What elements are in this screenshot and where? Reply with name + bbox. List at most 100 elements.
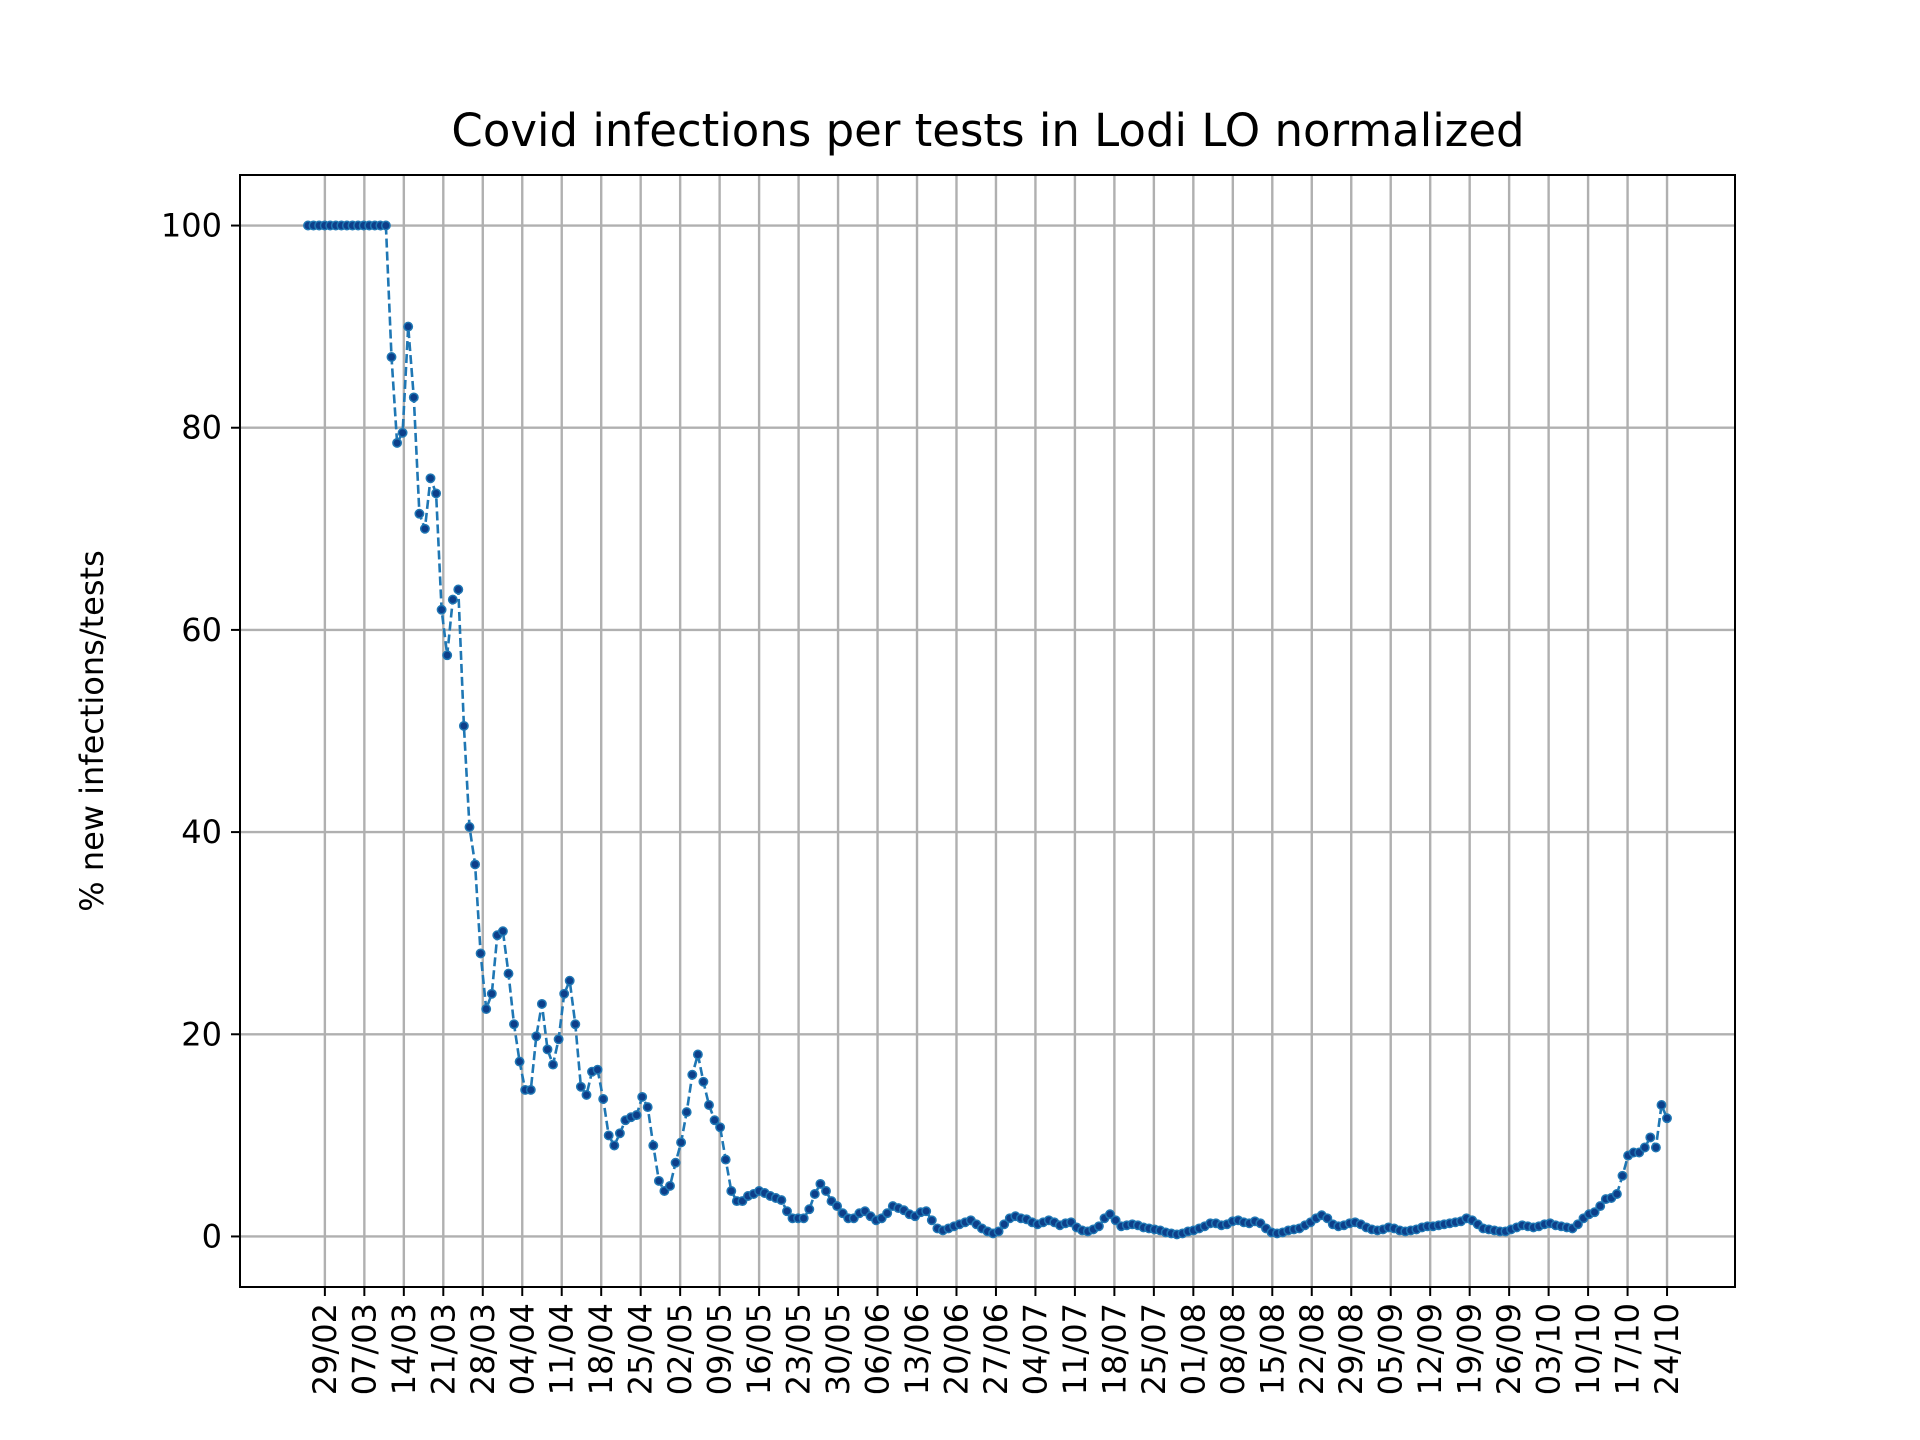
x-tick-label: 26/09 — [1490, 1303, 1528, 1395]
data-point — [726, 1186, 737, 1196]
x-tick-label: 04/04 — [503, 1303, 541, 1395]
x-tick-label: 18/07 — [1095, 1303, 1133, 1395]
data-point — [832, 1201, 843, 1212]
data-point — [392, 437, 403, 448]
y-tick-label: 60 — [181, 611, 222, 649]
data-point — [408, 392, 419, 403]
data-point — [999, 1219, 1010, 1230]
data-point — [1650, 1142, 1661, 1153]
data-point — [475, 948, 486, 959]
x-tick-label: 19/09 — [1451, 1303, 1489, 1395]
data-point — [419, 523, 430, 534]
data-point — [564, 975, 575, 986]
data-point — [709, 1115, 720, 1126]
x-tick-label: 25/04 — [622, 1303, 660, 1395]
data-point — [1322, 1213, 1333, 1224]
data-point — [603, 1130, 614, 1141]
data-point — [503, 968, 514, 979]
y-tick-label: 0 — [202, 1217, 222, 1255]
data-point — [720, 1154, 731, 1165]
y-tick-label: 20 — [181, 1015, 222, 1053]
data-point — [676, 1137, 687, 1148]
x-tick-label: 15/08 — [1253, 1303, 1291, 1395]
x-tick-label: 29/02 — [306, 1303, 344, 1395]
data-point — [403, 321, 414, 332]
data-point — [698, 1076, 709, 1087]
plot-frame — [239, 174, 1736, 1288]
x-tick-label: 09/05 — [701, 1303, 739, 1395]
data-point — [514, 1056, 525, 1067]
y-axis-label: % new infections/tests — [73, 550, 111, 911]
x-tick-label: 02/05 — [661, 1303, 699, 1395]
data-point — [1093, 1221, 1104, 1232]
data-point — [642, 1102, 653, 1113]
x-tick-label: 20/06 — [937, 1303, 975, 1395]
data-point — [397, 427, 408, 438]
data-point — [926, 1215, 937, 1226]
data-point — [486, 988, 497, 999]
data-point — [815, 1178, 826, 1189]
data-point — [598, 1094, 609, 1104]
data-point — [1110, 1215, 1121, 1226]
data-point — [542, 1044, 553, 1055]
data-point — [809, 1189, 820, 1199]
data-point — [882, 1208, 893, 1219]
x-tick-label: 17/10 — [1609, 1303, 1647, 1395]
data-point — [431, 488, 442, 499]
data-point — [536, 998, 547, 1009]
data-point — [921, 1206, 932, 1217]
x-tick-label: 28/03 — [464, 1303, 502, 1395]
data-point — [464, 822, 475, 832]
data-point — [553, 1034, 564, 1045]
data-point — [670, 1157, 681, 1168]
data-point — [653, 1175, 664, 1186]
data-point — [681, 1107, 692, 1118]
data-point — [447, 594, 458, 605]
data-point — [665, 1180, 675, 1191]
x-tick-label: 14/03 — [385, 1303, 423, 1395]
y-tick-label: 80 — [181, 409, 222, 447]
x-tick-label: 29/08 — [1332, 1303, 1370, 1395]
data-point — [1656, 1100, 1667, 1110]
data-point — [704, 1100, 714, 1110]
data-point — [470, 859, 481, 870]
data-point — [776, 1195, 787, 1206]
data-point — [1589, 1207, 1600, 1218]
x-tick-label: 23/05 — [780, 1303, 818, 1395]
data-point — [509, 1019, 519, 1030]
data-point — [425, 473, 436, 484]
data-point — [386, 352, 397, 362]
data-point — [687, 1069, 698, 1080]
y-tick-label: 100 — [161, 207, 222, 245]
x-tick-label: 24/10 — [1648, 1303, 1686, 1395]
data-point — [570, 1019, 581, 1030]
data-point — [637, 1091, 648, 1102]
data-point — [531, 1031, 542, 1042]
data-point — [575, 1081, 586, 1092]
x-tick-label: 18/04 — [582, 1303, 620, 1395]
data-point — [1611, 1189, 1622, 1199]
x-tick-label: 06/06 — [859, 1303, 897, 1395]
data-point — [782, 1206, 792, 1217]
x-tick-label: 10/10 — [1569, 1303, 1607, 1395]
x-tick-label: 08/08 — [1214, 1303, 1252, 1395]
data-point — [1572, 1219, 1583, 1230]
x-tick-label: 05/09 — [1372, 1303, 1410, 1395]
data-point — [481, 1004, 492, 1014]
data-point — [581, 1089, 592, 1100]
x-tick-label: 13/06 — [898, 1303, 936, 1395]
chart-title: Covid infections per tests in Lodi LO no… — [451, 104, 1524, 157]
x-tick-label: 11/07 — [1056, 1303, 1094, 1395]
x-tick-label: 25/07 — [1135, 1303, 1173, 1395]
data-point — [1595, 1201, 1606, 1212]
data-point — [798, 1213, 809, 1224]
data-point — [1645, 1132, 1656, 1143]
data-point — [804, 1204, 815, 1215]
x-tick-label: 27/06 — [977, 1303, 1015, 1395]
data-point — [715, 1122, 726, 1133]
data-point — [592, 1064, 603, 1075]
data-point — [1662, 1113, 1672, 1124]
data-point — [559, 988, 570, 999]
